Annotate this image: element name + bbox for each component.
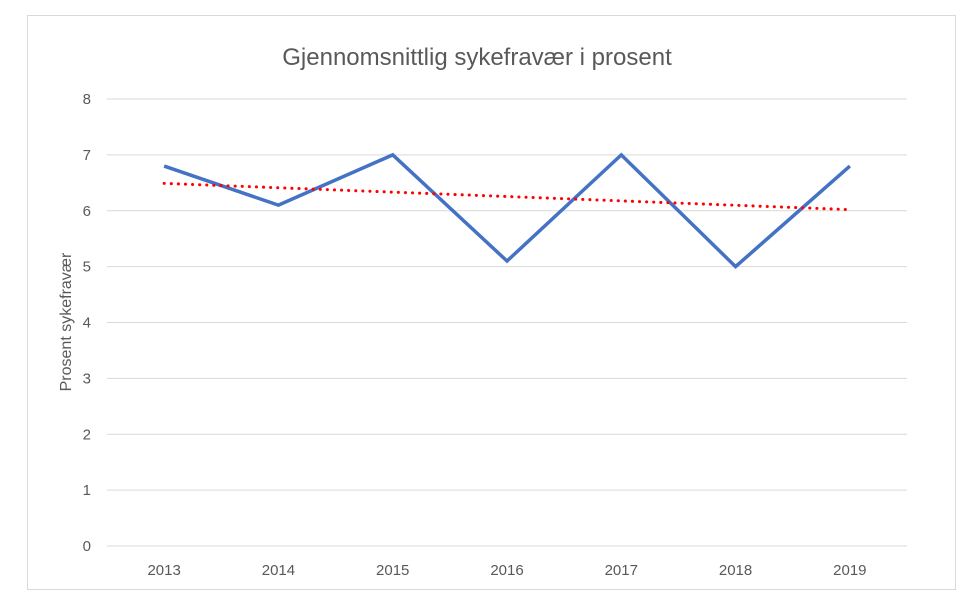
x-tick-label: 2019 bbox=[833, 562, 866, 579]
y-axis-ticks: 0 1 2 3 4 5 6 7 8 bbox=[83, 91, 91, 555]
y-tick-label: 0 bbox=[83, 538, 91, 555]
y-tick-label: 7 bbox=[83, 147, 91, 164]
gridlines bbox=[107, 98, 907, 547]
x-tick-label: 2018 bbox=[719, 562, 752, 579]
y-axis-title: Prosent sykefravær bbox=[58, 252, 75, 391]
x-tick-label: 2013 bbox=[147, 562, 180, 579]
x-tick-label: 2014 bbox=[262, 562, 295, 579]
x-tick-label: 2015 bbox=[376, 562, 409, 579]
y-tick-label: 2 bbox=[83, 426, 91, 443]
x-tick-label: 2016 bbox=[490, 562, 523, 579]
y-tick-label: 8 bbox=[83, 91, 91, 108]
y-tick-label: 1 bbox=[83, 482, 91, 499]
trendline-layer bbox=[162, 181, 852, 212]
chart-container bbox=[27, 15, 956, 590]
y-tick-label: 4 bbox=[83, 315, 91, 332]
trendline bbox=[162, 181, 852, 212]
y-tick-label: 3 bbox=[83, 370, 91, 387]
data-series bbox=[163, 152, 852, 270]
y-tick-label: 6 bbox=[83, 203, 91, 220]
x-tick-label: 2017 bbox=[605, 562, 638, 579]
x-axis-ticks: 2013 2014 2015 2016 2017 2018 2019 bbox=[147, 562, 866, 579]
chart-title: Gjennomsnittlig sykefravær i prosent bbox=[282, 44, 672, 71]
y-tick-label: 5 bbox=[83, 259, 91, 276]
